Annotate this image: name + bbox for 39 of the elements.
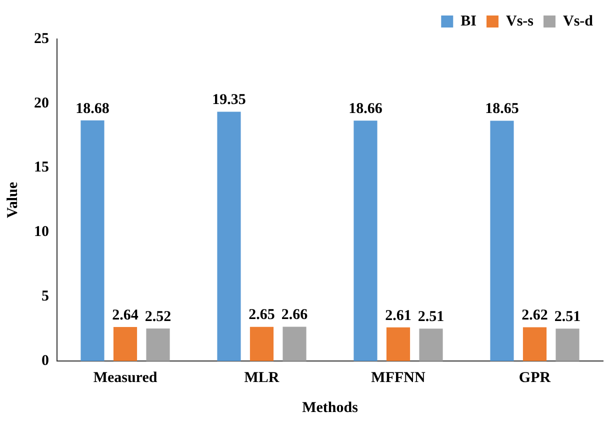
data-label: 2.65 [248, 307, 275, 324]
x-axis-title: Methods [302, 400, 358, 416]
data-label: 2.66 [281, 307, 308, 324]
data-label: 2.51 [418, 309, 444, 326]
bar [113, 326, 138, 361]
x-tick-label: Measured [93, 370, 158, 386]
data-label: 2.52 [144, 308, 172, 325]
legend-label: BI [460, 13, 477, 30]
bar [282, 326, 306, 361]
data-label: 2.61 [385, 308, 412, 324]
bar [522, 327, 547, 361]
y-tick-label: 5 [42, 288, 49, 304]
bar [354, 120, 378, 361]
legend-label: Vs-s [506, 13, 534, 30]
x-tick-label: GPR [518, 370, 551, 386]
bar [217, 112, 241, 361]
y-tick-label: 10 [34, 224, 49, 240]
bar [419, 328, 443, 361]
y-tick-label: 0 [42, 352, 49, 369]
data-label: 2.51 [554, 309, 581, 326]
x-tick-label: MFFNN [371, 370, 426, 386]
y-tick-label: 25 [34, 30, 49, 47]
data-label: 18.65 [485, 101, 519, 118]
data-label: 2.62 [522, 308, 548, 324]
data-label: 18.66 [348, 101, 383, 118]
bar [556, 328, 580, 361]
bar [250, 326, 274, 361]
bar [490, 120, 514, 361]
bar [386, 327, 410, 361]
bar [80, 120, 104, 361]
data-label: 2.64 [112, 307, 139, 324]
y-tick-label: 20 [34, 95, 49, 112]
x-tick-label: MLR [244, 370, 280, 386]
data-label: 19.35 [212, 92, 246, 108]
legend-label: Vs-d [562, 13, 594, 30]
y-axis-title: Value [4, 182, 21, 218]
bar [146, 328, 170, 361]
y-tick-label: 15 [34, 160, 49, 176]
data-label: 18.68 [76, 100, 110, 117]
